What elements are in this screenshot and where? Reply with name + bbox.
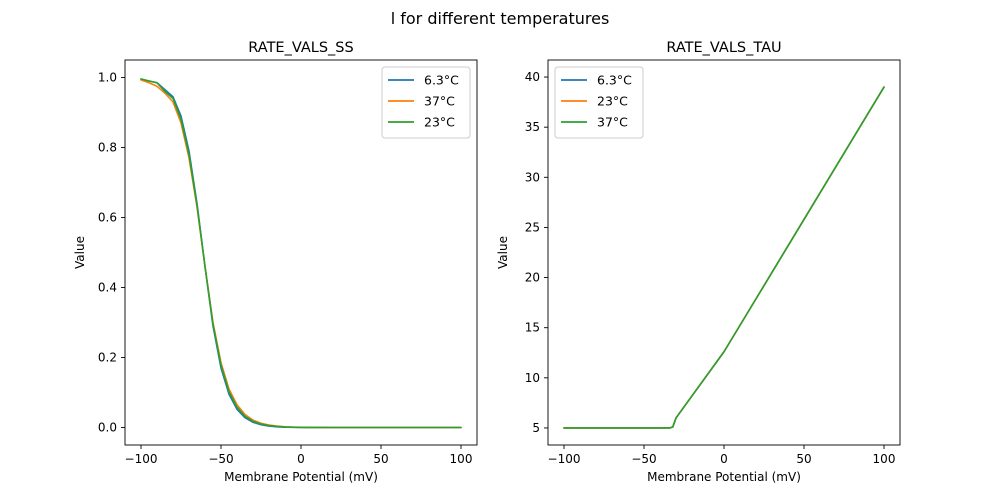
series-line-2 [563,86,885,429]
x-tick-label: −50 [208,452,233,466]
y-tick-label: 0.2 [98,351,117,365]
legend-box [381,66,471,139]
legend-entry: 37°C [597,115,628,130]
chart-title: RATE_VALS_TAU [666,40,781,56]
legend-entry: 37°C [424,94,455,109]
y-tick-label: 35 [525,120,540,134]
x-tick-label: 0 [720,452,728,466]
legend: 6.3°C 37°C 23°C [381,66,471,139]
x-tick-label: −50 [631,452,656,466]
y-tick-label: 10 [525,371,540,385]
y-tick-label: 15 [525,321,540,335]
x-axis-label: Membrane Potential (mV) [224,470,378,484]
y-tick-label: 1.0 [98,71,117,85]
x-tick-label: 50 [373,452,388,466]
figure-suptitle: l for different temperatures [391,9,610,28]
y-tick-label: 25 [525,220,540,234]
y-tick-label: 0.4 [98,281,117,295]
chart-panel-tau: −100 −50 0 50 100 5 10 15 20 25 30 35 40 RATE_VALS_TA… [496,40,901,484]
y-tick-label: 0.8 [98,141,117,155]
legend-entry: 23°C [424,115,455,130]
x-tick-label: 100 [450,452,473,466]
y-axis-label: Value [73,236,87,269]
y-axis-label: Value [496,236,510,269]
y-tick-label: 40 [525,70,540,84]
chart-title: RATE_VALS_SS [248,40,353,56]
chart-panel-ss: −100 −50 0 50 100 0.0 0.2 0.4 0.6 0.8 1.0 RATE_VALS… [73,40,478,484]
y-tick-label: 0.6 [98,211,117,225]
x-tick-label: 0 [297,452,305,466]
x-tick-label: −100 [548,452,581,466]
y-tick-label: 20 [525,271,540,285]
x-tick-label: 100 [873,452,896,466]
legend-entry: 6.3°C [597,73,632,88]
legend-box [554,66,644,139]
series-line-2 [140,78,462,429]
x-tick-label: 50 [796,452,811,466]
legend-entry: 23°C [597,94,628,109]
x-tick-label: −100 [125,452,158,466]
y-tick-label: 0.0 [98,421,117,435]
legend-entry: 6.3°C [424,73,459,88]
y-tick-label: 30 [525,170,540,184]
y-tick-label: 5 [532,421,540,435]
legend: 6.3°C 23°C 37°C [554,66,644,139]
x-axis-label: Membrane Potential (mV) [647,470,801,484]
